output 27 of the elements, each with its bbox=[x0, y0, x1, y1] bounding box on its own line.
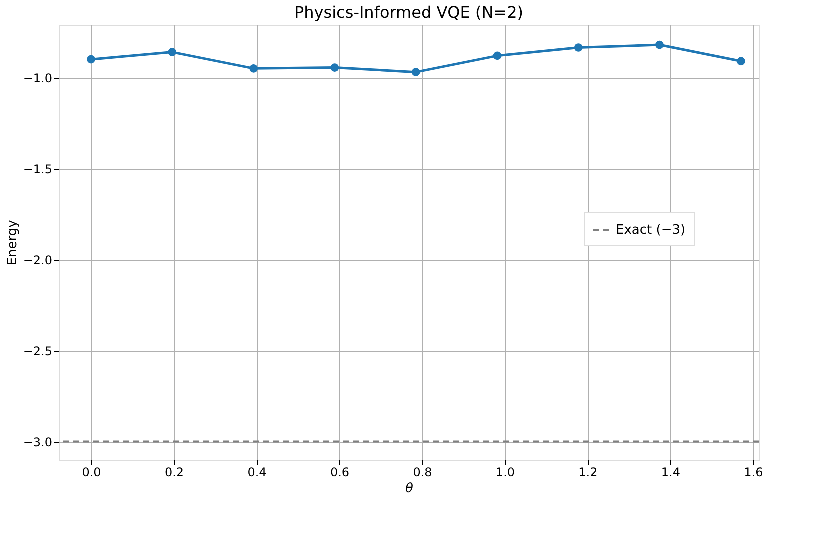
x-tick-label: 1.2 bbox=[578, 466, 598, 480]
legend-label: Exact (−3) bbox=[616, 223, 686, 238]
point bbox=[493, 52, 502, 60]
x-tick-label: 0.0 bbox=[82, 466, 102, 480]
y-tick-label: −2.5 bbox=[23, 344, 52, 358]
x-tick-label: 1.6 bbox=[744, 466, 764, 480]
point bbox=[737, 57, 746, 66]
point bbox=[87, 55, 96, 64]
x-axis-title: θ bbox=[406, 482, 414, 496]
point bbox=[574, 44, 583, 52]
y-tick-label: −3.0 bbox=[23, 435, 52, 450]
x-tick-label: 0.8 bbox=[413, 466, 432, 480]
point bbox=[330, 64, 340, 72]
point bbox=[656, 40, 664, 50]
x-tick-label: 1.4 bbox=[661, 466, 681, 480]
point bbox=[250, 64, 258, 73]
y-tick-label: −2.0 bbox=[23, 253, 52, 268]
y-tick-label: −1.0 bbox=[23, 71, 52, 86]
x-tick-label: 0.2 bbox=[164, 466, 184, 480]
chart-title: Physics-Informed VQE (N=2) bbox=[294, 3, 524, 22]
point bbox=[412, 68, 420, 76]
x-tick-label: 0.6 bbox=[330, 466, 350, 480]
point bbox=[168, 48, 177, 56]
x-tick-label: 1.0 bbox=[496, 466, 516, 480]
y-tick-label: −1.5 bbox=[23, 162, 52, 176]
y-axis-title: Energy bbox=[5, 220, 20, 266]
x-tick-label: 0.4 bbox=[248, 466, 267, 480]
